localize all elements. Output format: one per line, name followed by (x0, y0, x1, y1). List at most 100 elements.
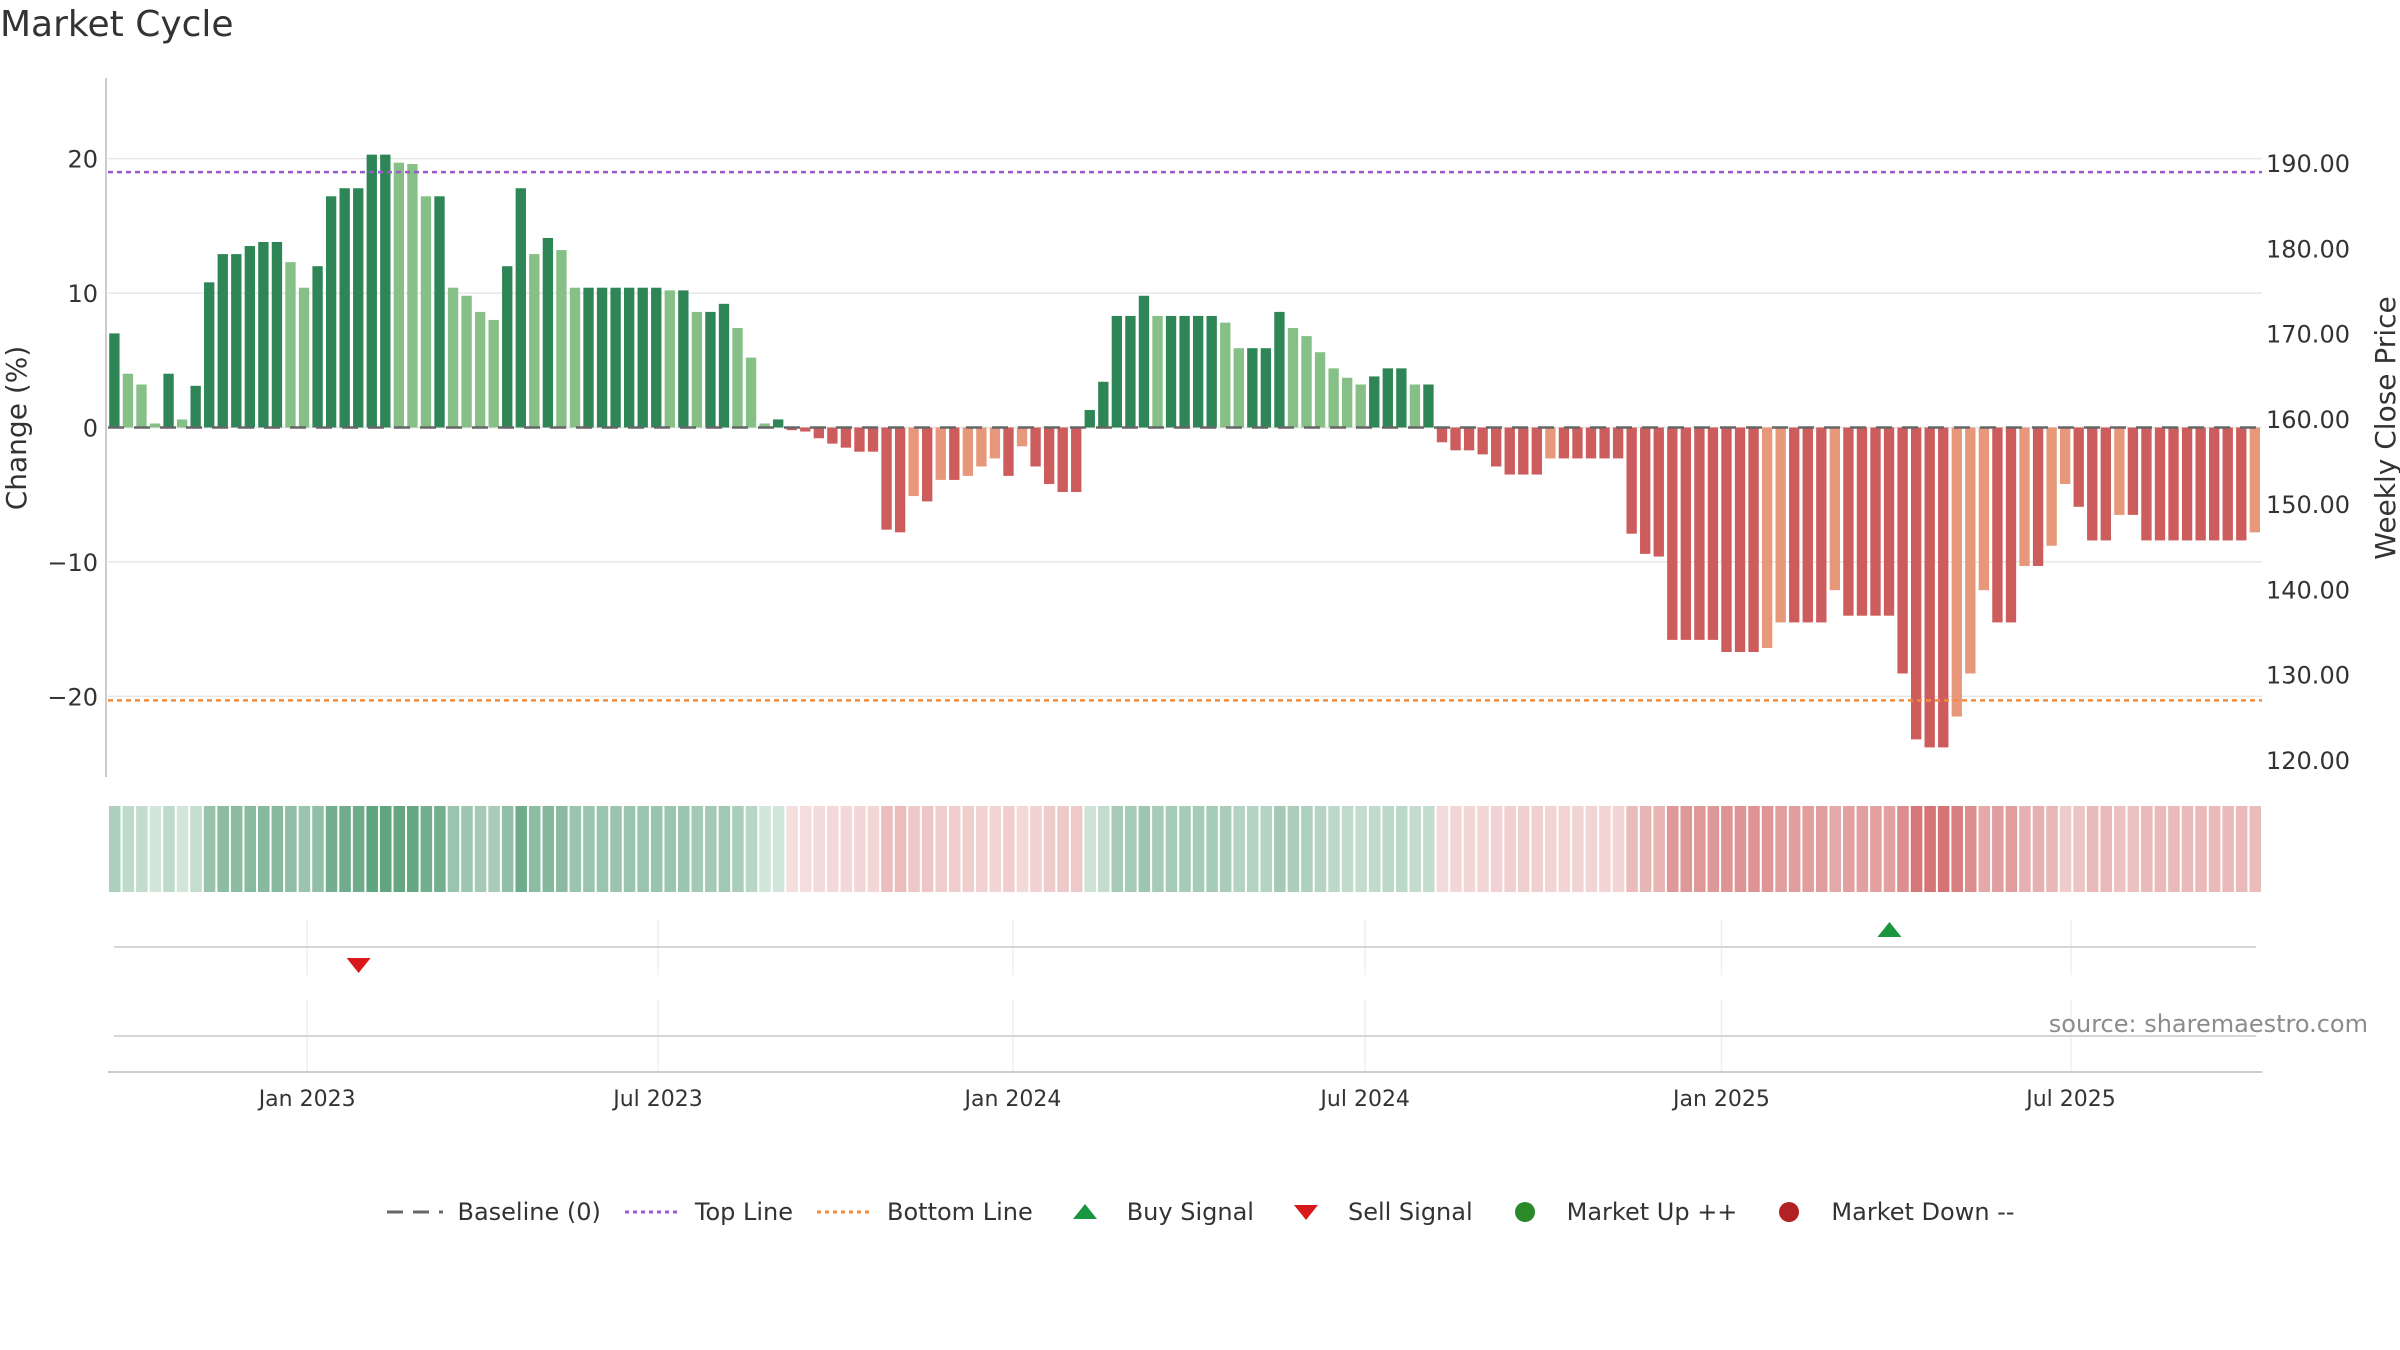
strip-cell (854, 806, 866, 892)
bar (894, 427, 906, 533)
strip-cell (393, 806, 406, 892)
bar (2127, 427, 2139, 515)
bar (1558, 427, 1570, 459)
strip-cell (1545, 806, 1557, 892)
bar (325, 196, 337, 428)
strip-cell (989, 806, 1002, 892)
strip-cell (434, 806, 446, 892)
bar (339, 188, 350, 428)
bar (867, 427, 879, 452)
bar-series (109, 154, 2260, 748)
bar (949, 427, 960, 480)
bar (1748, 427, 1759, 652)
circle-icon (1514, 1202, 1535, 1222)
strip-cell (1707, 806, 1720, 892)
dotted-line-icon (817, 1210, 874, 1214)
bar (840, 427, 852, 448)
strip-cell (1558, 806, 1571, 892)
strip-cell (2019, 806, 2031, 892)
bar (2249, 427, 2260, 533)
x-tick-label: Jan 2024 (962, 1087, 1061, 1112)
strip-cell (1233, 806, 1245, 892)
strip-cell (1219, 806, 1232, 892)
bar (353, 188, 364, 428)
strip-cell (1423, 806, 1435, 892)
bar (1572, 427, 1583, 459)
bar (1355, 384, 1366, 428)
strip-cell (772, 806, 785, 892)
bar (1992, 427, 2003, 623)
triangle-down-icon (1293, 1205, 1318, 1220)
bar (773, 419, 784, 428)
strip-cell (691, 806, 704, 892)
legend-item-sell-signal: Sell Signal (1276, 1198, 1473, 1226)
y-tick-label: −10 (47, 549, 98, 577)
x-tick-label: Jan 2025 (1671, 1087, 1770, 1112)
bar (1463, 427, 1475, 451)
strip-cell (149, 806, 162, 892)
bar (393, 162, 405, 428)
bar (407, 164, 418, 428)
bar (1220, 322, 1231, 428)
strip-cell (1802, 806, 1814, 892)
bar (1802, 427, 1813, 623)
strip-cell (1585, 806, 1598, 892)
strip-cell (1368, 806, 1381, 892)
bar (190, 385, 201, 428)
strip-cell (2195, 806, 2207, 892)
bar (678, 290, 689, 428)
y2-tick-labels: 190.00 180.00 170.00 160.00 150.00 140.00 130.… (2266, 150, 2350, 775)
bar (664, 290, 675, 428)
strip-cell (664, 806, 676, 892)
y-tick-label: 10 (67, 280, 98, 308)
strip-cell (1246, 806, 1259, 892)
y-tick-label: 20 (67, 146, 98, 174)
bar (1843, 427, 1854, 616)
strip-cell (1897, 806, 1909, 892)
strip-cell (258, 806, 270, 892)
bar (271, 241, 283, 428)
strip-cell (312, 806, 324, 892)
bar (1260, 348, 1272, 428)
bar (1612, 427, 1624, 459)
y2-tick-label: 190.00 (2266, 150, 2350, 178)
sell-signal-marker (346, 958, 371, 973)
bar (420, 196, 432, 428)
strip-cell (1030, 806, 1042, 892)
bar (908, 427, 919, 497)
dotted-line-icon (624, 1210, 681, 1214)
bar (163, 373, 174, 428)
bar (705, 311, 716, 428)
strip-cell (109, 806, 121, 892)
bar (447, 287, 459, 428)
strip-cell (1274, 806, 1286, 892)
strip-cell (1639, 806, 1652, 892)
bar (515, 188, 526, 428)
strip-cell (1599, 806, 1611, 892)
y-tick-label: −20 (47, 683, 98, 711)
bar (2005, 427, 2017, 623)
strip-cell (515, 806, 527, 892)
strip-cell (1084, 806, 1096, 892)
bar (2181, 427, 2193, 541)
bar (2114, 427, 2125, 515)
y2-tick-label: 130.00 (2266, 662, 2350, 690)
strip-cell (1910, 806, 1923, 892)
strip-cell (2168, 806, 2180, 892)
legend-item-top-line: Top Line (623, 1198, 793, 1226)
strip-cell (447, 806, 460, 892)
bar (637, 287, 648, 428)
strip-cell (1057, 806, 1069, 892)
legend-item-market-down: Market Down -- (1759, 1198, 2015, 1226)
bar (1965, 427, 1976, 674)
strip-cell (962, 806, 975, 892)
bar (2059, 427, 2071, 484)
strip-cell (948, 806, 961, 892)
bar (2168, 427, 2179, 541)
strip-cell (1395, 806, 1408, 892)
strip-cell (420, 806, 433, 892)
strip-cell (2222, 806, 2234, 892)
heat-strip (109, 806, 2261, 892)
bar (176, 419, 188, 428)
bar (1721, 427, 1732, 652)
